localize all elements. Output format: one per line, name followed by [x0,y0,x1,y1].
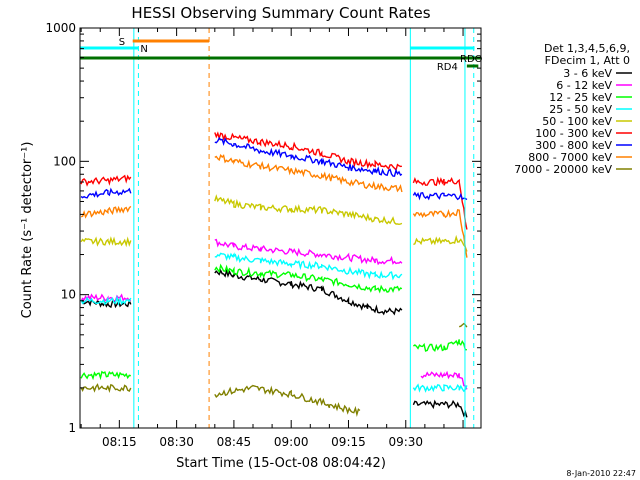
series-line [412,176,468,230]
legend-label: 50 - 100 keV [542,115,612,128]
series-line [80,187,132,199]
series-line [420,370,468,390]
series-line [413,234,468,252]
y-tick-label: 1 [68,421,76,435]
chart-title: HESSI Observing Summary Count Rates [131,4,430,22]
legend-header: Det 1,3,4,5,6,9, [544,42,630,55]
series-50-100-kev [80,194,468,252]
x-tick-label: 09:30 [388,435,423,449]
series-800-7000-kev [80,153,468,258]
y-tick-label: 100 [53,154,76,168]
legend-header: FDecim 1, Att 0 [545,54,630,67]
x-axis-label: Start Time (15-Oct-08 08:04:42) [176,456,386,471]
series-line [80,383,132,393]
series-line [80,205,132,219]
series-line [214,131,402,172]
series-line [458,322,468,328]
series-7000-20000-kev [80,322,468,417]
series-line [214,153,403,193]
legend-label: 100 - 300 keV [535,127,612,140]
series-3-6-kev [80,268,468,418]
legend-label: 6 - 12 keV [556,79,612,92]
legend-label: 12 - 25 keV [549,91,612,104]
flag-label: N [140,44,147,55]
series-line [412,191,468,201]
series-300-800-kev [80,136,468,201]
series-line [214,238,403,266]
series-25-50-kev [80,252,468,393]
series-line [80,370,131,381]
series-line [214,268,403,316]
series-line [80,236,132,248]
legend-label: 7000 - 20000 keV [514,163,612,176]
flag-label: RD4 [437,62,458,73]
series-12-25-kev [80,263,467,381]
series-line [214,252,403,281]
series-line [80,174,132,187]
legend-label: 800 - 7000 keV [528,151,612,164]
series-line [214,136,403,177]
series-line [214,384,361,417]
flag-label: RDO [460,54,483,65]
footer-timestamp: 8-Jan-2010 22:47 [566,469,636,478]
series-line [80,297,132,309]
series-line [80,294,132,307]
legend-label: 300 - 800 keV [535,139,612,152]
legend-label: 25 - 50 keV [549,103,612,116]
x-tick-label: 08:45 [217,435,252,449]
y-axis-label: Count Rate (s⁻¹ detector⁻¹) [20,142,35,319]
x-tick-label: 08:30 [159,435,194,449]
plot-frame [79,27,482,429]
series-line [413,339,467,352]
series-line [412,383,468,393]
y-tick-label: 1000 [45,21,76,35]
series-100-300-kev [80,131,468,230]
x-tick-label: 08:15 [102,435,137,449]
series-line [412,399,468,418]
series-line [412,208,468,258]
series-line [214,263,403,294]
series-6-12-kev [80,238,468,390]
x-tick-label: 09:15 [331,435,366,449]
legend: Det 1,3,4,5,6,9,FDecim 1, Att 03 - 6 keV… [514,42,632,176]
series-line [214,194,403,226]
flag-label: S [119,37,125,48]
series-line [80,293,132,302]
legend-label: 3 - 6 keV [563,67,612,80]
x-tick-label: 09:00 [274,435,309,449]
y-tick-label: 10 [61,288,76,302]
